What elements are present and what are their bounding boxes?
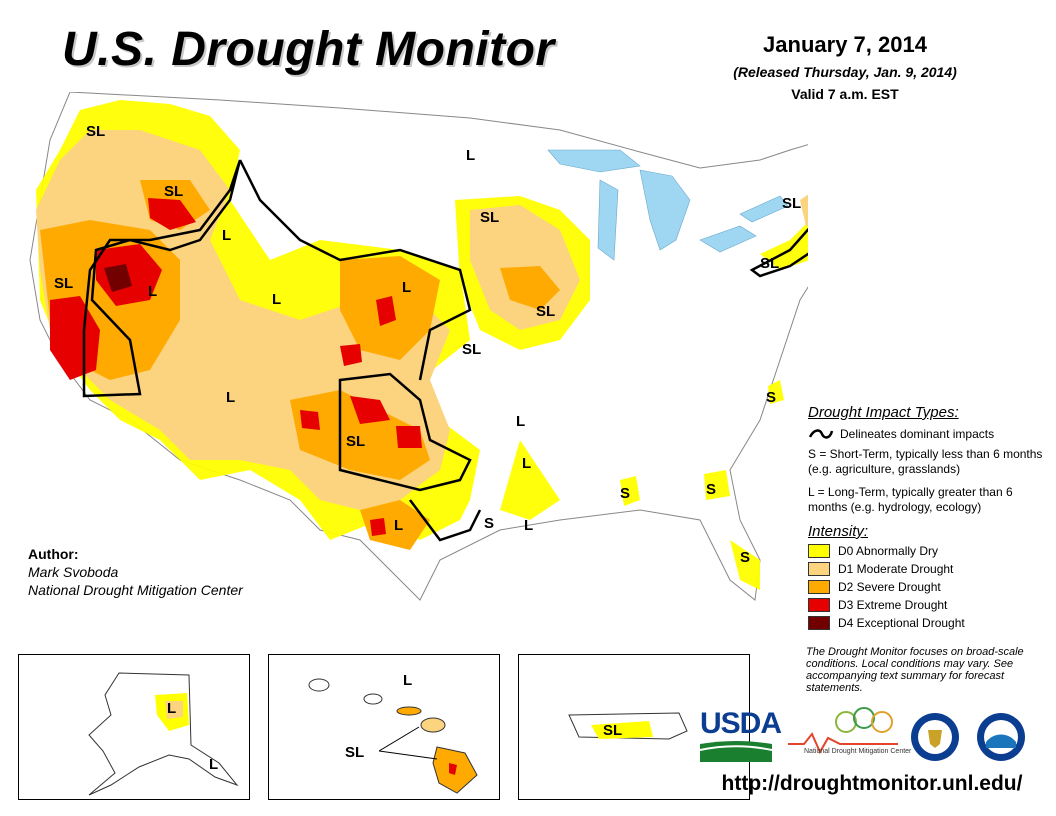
- author-block: Author: Mark Svoboda National Drought Mi…: [28, 545, 243, 599]
- intensity-heading: Intensity:: [808, 523, 869, 540]
- delineates-text: Delineates dominant impacts: [840, 427, 995, 441]
- d1-label: D1 Moderate Drought: [838, 562, 954, 576]
- release-date: (Released Thursday, Jan. 9, 2014): [733, 64, 957, 80]
- hawaii-inset: L SL: [268, 654, 500, 800]
- alaska-map: L L: [88, 672, 239, 796]
- label-sl-pacific-nw: SL: [86, 123, 105, 140]
- page-title: U.S. Drought Monitor: [62, 23, 555, 76]
- island-kauai: [308, 678, 330, 692]
- puerto-rico-inset: SL: [518, 654, 750, 800]
- impact-line-icon: [808, 429, 834, 439]
- ndmc-logo-text: National Drought Mitigation Center: [804, 748, 912, 755]
- alaska-inset: L L: [18, 654, 250, 800]
- hawaii-label-sl: SL: [345, 744, 364, 761]
- legend: Drought Impact Types: Delineates dominan…: [808, 404, 1044, 632]
- label-sl-idaho: SL: [164, 183, 183, 200]
- alaska-label-s: L: [209, 756, 218, 773]
- label-l-arizona: L: [226, 389, 235, 406]
- puerto-rico-d0: [591, 721, 653, 739]
- label-l-mississippi: L: [522, 455, 531, 472]
- d4-label: D4 Exceptional Drought: [838, 616, 965, 630]
- label-l-minnesota: L: [466, 147, 475, 164]
- label-sl-california: SL: [54, 275, 73, 292]
- usda-logo: USDA: [699, 707, 782, 762]
- island-oahu: [363, 693, 383, 705]
- label-s-florida: S: [740, 549, 750, 566]
- label-l-utah: L: [272, 291, 281, 308]
- ndmc-logo: National Drought Mitigation Center: [784, 704, 911, 764]
- label-s-gulf-la: S: [484, 515, 494, 532]
- legend-d2: D2 Severe Drought: [808, 578, 1044, 596]
- author-org: National Drought Mitigation Center: [28, 582, 243, 598]
- pointer-line-1: [378, 726, 420, 752]
- legend-d4: D4 Exceptional Drought: [808, 614, 1044, 632]
- d1-swatch: [808, 562, 830, 576]
- d0-label: D0 Abnormally Dry: [838, 544, 939, 558]
- noaa-seal-icon: [976, 712, 1026, 762]
- hawaii-map: L SL: [308, 672, 478, 794]
- label-l-nebraska: L: [402, 279, 411, 296]
- map-date: January 7, 2014: [763, 32, 927, 57]
- legend-d3: D3 Extreme Drought: [808, 596, 1044, 614]
- d3-swatch: [808, 598, 830, 612]
- impact-types-heading: Drought Impact Types:: [808, 404, 959, 421]
- usda-swoosh-icon: [699, 741, 773, 762]
- delineates-row: Delineates dominant impacts: [808, 427, 1044, 441]
- label-s-carolinas: S: [706, 481, 716, 498]
- label-l-nevada: L: [148, 283, 157, 300]
- author-heading: Author:: [28, 546, 79, 562]
- website-url[interactable]: http://droughtmonitor.unl.edu/: [721, 772, 1023, 795]
- legend-note: The Drought Monitor focuses on broad-sca…: [806, 646, 1024, 694]
- hawaii-d3: [449, 763, 457, 775]
- impact-labels: SL SL L SL L L L L SL SL SL L SL L L L S…: [54, 123, 801, 566]
- great-lakes: [547, 149, 789, 261]
- island-molokai: [396, 706, 422, 716]
- label-sl-iowa: SL: [536, 303, 555, 320]
- label-sl-texas: SL: [346, 433, 365, 450]
- commerce-seal-icon: [910, 712, 960, 762]
- usda-logo-text: USDA: [700, 707, 782, 740]
- alaska-label-n: L: [167, 700, 176, 717]
- pointer-line-2: [378, 750, 438, 760]
- author-name: Mark Svoboda: [28, 564, 119, 580]
- label-s-virginia: S: [766, 389, 776, 406]
- conus-drought-map: SL SL L SL L L L L SL SL SL L SL L L L S…: [29, 92, 808, 601]
- legend-d0: D0 Abnormally Dry: [808, 542, 1044, 560]
- label-l-arkansas: L: [516, 413, 525, 430]
- d3-label: D3 Extreme Drought: [838, 598, 948, 612]
- impact-boundaries: [82, 159, 808, 542]
- label-l-montana: L: [222, 227, 231, 244]
- label-sl-new-england-n: SL: [782, 195, 801, 212]
- d3-areas: [50, 198, 422, 536]
- d2-swatch: [808, 580, 830, 594]
- d4-areas: [104, 264, 132, 292]
- hawaii-label-l: L: [403, 672, 412, 689]
- alaska-shape: [88, 672, 239, 796]
- alaska-d1: [165, 701, 183, 719]
- short-term-text: S = Short-Term, typically less than 6 mo…: [808, 447, 1043, 476]
- island-maui: [420, 717, 446, 733]
- d0-swatch: [808, 544, 830, 558]
- label-l-gulf-ms: L: [524, 517, 533, 534]
- long-term-text: L = Long-Term, typically greater than 6 …: [808, 485, 1013, 514]
- valid-time: Valid 7 a.m. EST: [791, 86, 899, 102]
- puerto-rico-map: SL: [568, 712, 688, 740]
- label-sl-wisconsin: SL: [480, 209, 499, 226]
- d2-label: D2 Severe Drought: [838, 580, 941, 594]
- label-l-south-texas: L: [394, 517, 403, 534]
- label-sl-new-york: SL: [760, 255, 779, 272]
- d4-swatch: [808, 616, 830, 630]
- legend-d1: D1 Moderate Drought: [808, 560, 1044, 578]
- ndmc-trees-icon: [788, 707, 898, 755]
- label-s-georgia: S: [620, 485, 630, 502]
- puerto-rico-label: SL: [603, 722, 622, 739]
- label-sl-missouri: SL: [462, 341, 481, 358]
